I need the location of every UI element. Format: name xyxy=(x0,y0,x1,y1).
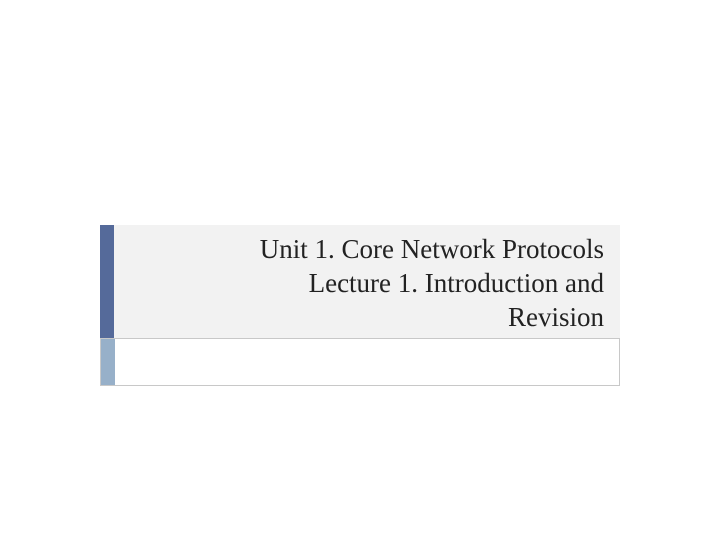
slide: Unit 1. Core Network Protocols Lecture 1… xyxy=(0,0,720,540)
title-block: Unit 1. Core Network Protocols Lecture 1… xyxy=(100,225,620,342)
title-text: Unit 1. Core Network Protocols Lecture 1… xyxy=(114,225,620,342)
subtitle-accent-bar xyxy=(101,339,115,385)
subtitle-body xyxy=(115,339,619,385)
title-accent-bar xyxy=(100,225,114,342)
subtitle-block xyxy=(100,338,620,386)
title-line-3: Revision xyxy=(126,301,604,335)
title-line-1: Unit 1. Core Network Protocols xyxy=(126,233,604,267)
title-line-2: Lecture 1. Introduction and xyxy=(126,267,604,301)
